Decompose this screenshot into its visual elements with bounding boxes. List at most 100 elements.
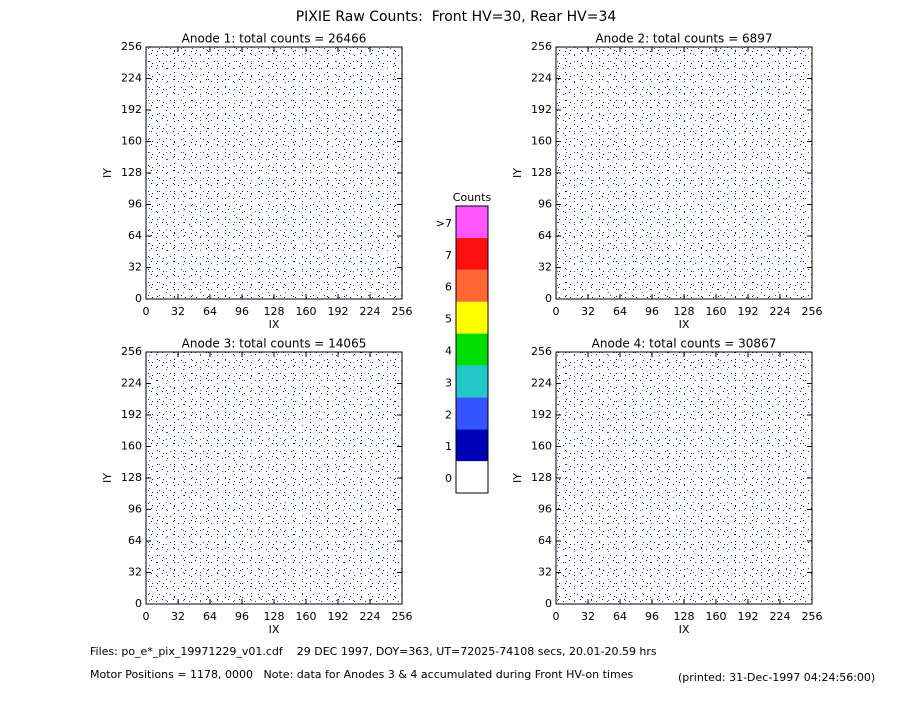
y-tick-label: 32 (538, 261, 552, 274)
x-tick-label: 64 (613, 305, 627, 318)
y-axis-label: IY (511, 168, 524, 178)
color-box (456, 461, 488, 493)
y-tick-label: 256 (531, 40, 552, 53)
y-axis-label: IY (101, 168, 114, 178)
y-tick-label: 192 (531, 408, 552, 421)
y-tick-label: 0 (135, 597, 142, 610)
color-box (456, 301, 488, 334)
x-tick-label: 96 (235, 305, 249, 318)
colorbar-label: 5 (445, 313, 452, 326)
y-tick-label: 256 (121, 40, 142, 53)
colorbar-label: 2 (445, 408, 452, 421)
x-tick-label: 64 (613, 610, 627, 623)
x-tick-label: 32 (171, 610, 185, 623)
color-box (456, 333, 488, 366)
x-tick-label: 32 (581, 610, 595, 623)
colorbar-label: >7 (436, 217, 452, 230)
y-tick-label: 0 (135, 292, 142, 305)
x-tick-label: 96 (645, 610, 659, 623)
panel-title: Anode 2: total counts = 6897 (595, 32, 772, 46)
y-tick-label: 64 (538, 229, 552, 242)
panel-title: Anode 1: total counts = 26466 (182, 32, 367, 46)
y-tick-label: 224 (121, 377, 142, 390)
color-box (456, 365, 488, 398)
color-box (456, 237, 488, 270)
x-tick-label: 224 (770, 305, 791, 318)
colorbar-label: 4 (445, 345, 452, 358)
colorbar-frame (455, 205, 489, 494)
x-axis-label: IX (269, 318, 280, 331)
x-tick-label: 0 (553, 305, 560, 318)
x-tick-label: 32 (581, 305, 595, 318)
colorbar-label: 6 (445, 281, 452, 294)
x-axis-label: IX (269, 623, 280, 636)
x-tick-label: 256 (802, 610, 823, 623)
y-tick-label: 128 (531, 471, 552, 484)
x-tick-label: 128 (674, 305, 695, 318)
heatmap-texture (556, 352, 812, 604)
colorbar-label: 0 (445, 472, 452, 485)
x-tick-label: 256 (392, 305, 413, 318)
x-tick-label: 128 (264, 305, 285, 318)
x-tick-label: 0 (143, 305, 150, 318)
x-tick-label: 256 (392, 610, 413, 623)
panel-title: Anode 4: total counts = 30867 (592, 337, 777, 351)
x-tick-label: 160 (706, 305, 727, 318)
x-tick-label: 64 (203, 305, 217, 318)
color-box (456, 397, 488, 430)
y-tick-label: 256 (121, 345, 142, 358)
y-tick-label: 128 (121, 166, 142, 179)
y-tick-label: 160 (121, 440, 142, 453)
colorbar-label: 1 (445, 440, 452, 453)
color-box (456, 429, 488, 462)
y-tick-label: 32 (538, 566, 552, 579)
y-tick-label: 160 (531, 440, 552, 453)
colorbar-label: 3 (445, 376, 452, 389)
footer-printed: (printed: 31-Dec-1997 04:24:56:00) (678, 671, 875, 684)
colorbar-label: 7 (445, 249, 452, 262)
y-tick-label: 192 (121, 408, 142, 421)
x-tick-label: 32 (171, 305, 185, 318)
y-tick-label: 64 (538, 534, 552, 547)
x-tick-label: 96 (235, 610, 249, 623)
x-tick-label: 128 (674, 610, 695, 623)
x-tick-label: 160 (296, 305, 317, 318)
x-axis-label: IX (679, 623, 690, 636)
color-box (456, 206, 488, 238)
x-axis-label: IX (679, 318, 690, 331)
x-tick-label: 192 (328, 305, 349, 318)
heatmap-texture (146, 47, 402, 299)
figure-title: PIXIE Raw Counts: Front HV=30, Rear HV=3… (296, 9, 617, 25)
x-tick-label: 192 (328, 610, 349, 623)
y-tick-label: 128 (531, 166, 552, 179)
x-tick-label: 0 (143, 610, 150, 623)
y-tick-label: 96 (538, 198, 552, 211)
y-tick-label: 96 (538, 503, 552, 516)
x-tick-label: 160 (296, 610, 317, 623)
footer-files: Files: po_e*_pix_19971229_v01.cdf 29 DEC… (90, 645, 657, 658)
y-tick-label: 160 (531, 135, 552, 148)
x-tick-label: 224 (360, 305, 381, 318)
y-tick-label: 64 (128, 229, 142, 242)
x-tick-label: 0 (553, 610, 560, 623)
y-tick-label: 224 (531, 72, 552, 85)
y-tick-label: 192 (531, 103, 552, 116)
x-tick-label: 128 (264, 610, 285, 623)
color-box (456, 269, 488, 302)
x-tick-label: 224 (770, 610, 791, 623)
y-tick-label: 96 (128, 503, 142, 516)
x-tick-label: 96 (645, 305, 659, 318)
y-tick-label: 0 (545, 292, 552, 305)
panel-title: Anode 3: total counts = 14065 (182, 337, 367, 351)
y-tick-label: 224 (531, 377, 552, 390)
y-tick-label: 96 (128, 198, 142, 211)
colorbar-title: Counts (453, 191, 492, 204)
x-tick-label: 192 (738, 305, 759, 318)
y-axis-label: IY (101, 473, 114, 483)
y-tick-label: 160 (121, 135, 142, 148)
y-tick-label: 128 (121, 471, 142, 484)
x-tick-label: 192 (738, 610, 759, 623)
y-axis-label: IY (511, 473, 524, 483)
